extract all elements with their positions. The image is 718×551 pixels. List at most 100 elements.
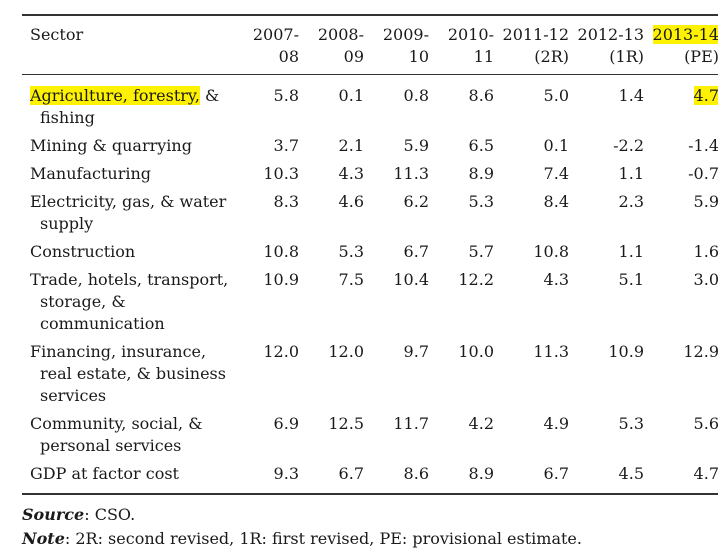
value-cell: 11.3	[498, 337, 573, 409]
value-cell: 1.1	[573, 159, 648, 187]
sector-label: Mining & quarrying	[30, 136, 192, 155]
value-cell: 12.0	[238, 337, 303, 409]
header-line2: 10	[408, 47, 429, 66]
value-text: 6.9	[273, 414, 299, 433]
sector-growth-table: Sector 2007- 08 2008- 09 2009- 10 2010- 11 2…	[22, 14, 718, 495]
value-cell: 12.2	[433, 265, 498, 337]
value-text: 3.0	[693, 270, 718, 289]
sector-label: Community, social, & personal services	[30, 414, 203, 455]
header-line1: 2008-	[317, 25, 364, 44]
value-cell: 6.7	[303, 459, 368, 494]
value-cell: 12.0	[303, 337, 368, 409]
value-text: 11.3	[393, 164, 429, 183]
value-text: 6.7	[403, 242, 429, 261]
table-row: Financing, insurance, real estate, & bus…	[22, 337, 718, 409]
value-cell: 4.3	[303, 159, 368, 187]
value-cell: 4.7	[648, 459, 718, 494]
value-text: 8.9	[468, 164, 494, 183]
value-cell: 7.5	[303, 265, 368, 337]
sector-label: Electricity, gas, & water supply	[30, 192, 227, 233]
value-text: 5.1	[618, 270, 644, 289]
value-cell: 9.3	[238, 459, 303, 494]
header-line1: 2007-	[252, 25, 299, 44]
sector-label-highlight: Agriculture, forestry,	[30, 86, 200, 105]
value-cell: 4.5	[573, 459, 648, 494]
header-2011-12: 2011-12 (2R)	[498, 15, 573, 75]
value-cell: -2.2	[573, 131, 648, 159]
header-2009-10: 2009- 10	[368, 15, 433, 75]
value-text: 5.6	[693, 414, 718, 433]
sector-label: Agriculture, forestry, & fishing	[30, 85, 234, 129]
value-text: 4.5	[618, 464, 644, 483]
value-text: 7.5	[338, 270, 364, 289]
sector-label-cell: Manufacturing	[22, 159, 238, 187]
value-cell: 9.7	[368, 337, 433, 409]
value-text: 4.7	[693, 464, 718, 483]
value-cell: 8.4	[498, 187, 573, 237]
sector-label-continuation: & fishing	[40, 86, 220, 127]
value-cell: 2.3	[573, 187, 648, 237]
sector-label: Construction	[30, 242, 136, 261]
value-text: 5.7	[468, 242, 494, 261]
source-text: : CSO.	[84, 505, 136, 524]
value-cell: 1.4	[573, 75, 648, 132]
value-cell: 10.8	[498, 237, 573, 265]
source-label: Source	[22, 505, 85, 524]
header-2013-14: 2013-14 (PE)	[648, 15, 718, 75]
table-notes: Source: CSO. Note: 2R: second revised, 1…	[22, 503, 698, 551]
value-text: 7.4	[543, 164, 569, 183]
value-cell: 5.7	[433, 237, 498, 265]
value-text: 5.3	[338, 242, 364, 261]
value-text: 1.6	[693, 242, 718, 261]
header-2010-11: 2010- 11	[433, 15, 498, 75]
sector-label-cell: Agriculture, forestry, & fishing	[22, 75, 238, 132]
value-cell: 3.0	[648, 265, 718, 337]
value-text: 5.9	[403, 136, 429, 155]
value-cell: 8.9	[433, 459, 498, 494]
value-text: 11.3	[533, 342, 569, 361]
value-cell: 5.9	[368, 131, 433, 159]
value-text: 0.8	[403, 86, 429, 105]
value-text: 10.9	[263, 270, 299, 289]
value-text: 9.3	[273, 464, 299, 483]
value-cell: 5.6	[648, 409, 718, 459]
value-text: 12.5	[328, 414, 364, 433]
value-text: 6.5	[468, 136, 494, 155]
table-row: Community, social, & personal services 6.…	[22, 409, 718, 459]
value-cell: 8.6	[433, 75, 498, 132]
table-row: Agriculture, forestry, & fishing 5.8 0.1 0.…	[22, 75, 718, 132]
value-cell: 4.6	[303, 187, 368, 237]
value-text: 6.7	[338, 464, 364, 483]
value-cell: 6.9	[238, 409, 303, 459]
value-text: 10.9	[608, 342, 644, 361]
value-text: 12.0	[263, 342, 299, 361]
header-sector: Sector	[22, 15, 238, 75]
value-text: 9.7	[403, 342, 429, 361]
value-text: 10.8	[533, 242, 569, 261]
value-cell: 10.8	[238, 237, 303, 265]
value-text: 8.9	[468, 464, 494, 483]
value-cell: 5.1	[573, 265, 648, 337]
value-cell: 4.2	[433, 409, 498, 459]
value-cell: 10.4	[368, 265, 433, 337]
value-cell: 11.3	[368, 159, 433, 187]
value-cell: 12.5	[303, 409, 368, 459]
value-cell: 5.3	[433, 187, 498, 237]
value-cell: 11.7	[368, 409, 433, 459]
sector-label-cell: Trade, hotels, transport, storage, & com…	[22, 265, 238, 337]
header-line2: 08	[278, 47, 299, 66]
sector-label-cell: GDP at factor cost	[22, 459, 238, 494]
value-text: 2.1	[338, 136, 364, 155]
value-cell: 10.3	[238, 159, 303, 187]
value-text: 0.1	[543, 136, 569, 155]
header-line2: (PE)	[684, 47, 718, 66]
value-cell: 4.7	[648, 75, 718, 132]
value-cell: 12.9	[648, 337, 718, 409]
value-cell: 8.6	[368, 459, 433, 494]
table-row: Mining & quarrying 3.7 2.1 5.9 6.5 0.1 -2.2 -1.…	[22, 131, 718, 159]
sector-label: Manufacturing	[30, 164, 151, 183]
value-cell: 5.0	[498, 75, 573, 132]
table-row: GDP at factor cost 9.3 6.7 8.6 8.9 6.7 4.5 4.7	[22, 459, 718, 494]
value-cell: 1.6	[648, 237, 718, 265]
header-row: Sector 2007- 08 2008- 09 2009- 10 2010- 11 2…	[22, 15, 718, 75]
